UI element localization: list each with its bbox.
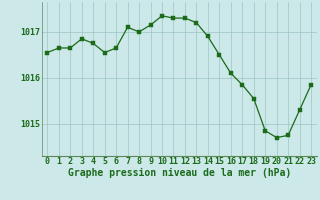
X-axis label: Graphe pression niveau de la mer (hPa): Graphe pression niveau de la mer (hPa) <box>68 168 291 178</box>
